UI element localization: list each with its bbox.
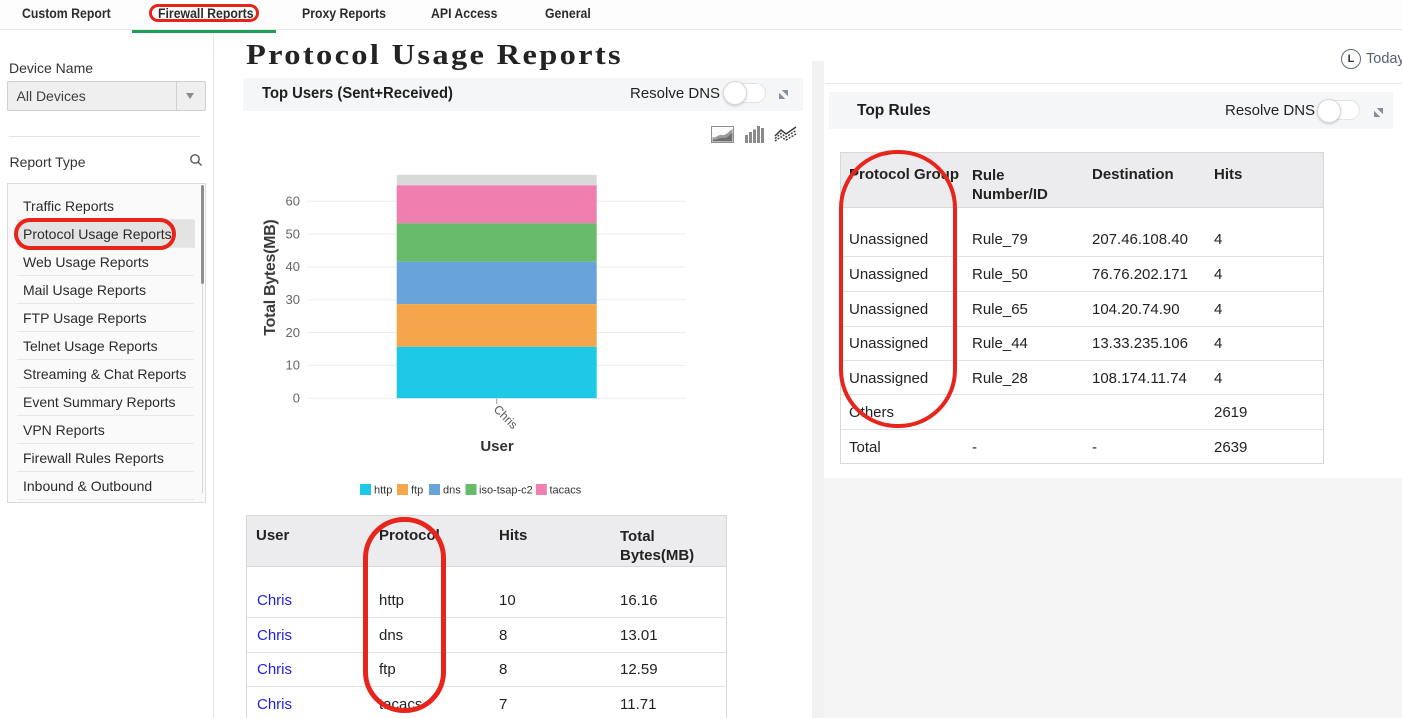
svg-text:tacacs: tacacs (550, 485, 582, 497)
svg-text:40: 40 (286, 259, 300, 274)
svg-text:50: 50 (286, 227, 300, 242)
svg-text:http: http (374, 485, 392, 497)
svg-text:20: 20 (286, 325, 300, 340)
svg-text:60: 60 (286, 194, 300, 209)
svg-text:0: 0 (293, 391, 300, 406)
svg-text:Chris: Chris (491, 402, 521, 432)
svg-text:10: 10 (286, 358, 300, 373)
svg-text:ftp: ftp (411, 485, 423, 497)
svg-text:User: User (480, 438, 514, 455)
svg-text:iso-tsap-c2: iso-tsap-c2 (479, 485, 533, 497)
svg-text:Total Bytes(MB): Total Bytes(MB) (262, 220, 279, 336)
svg-text:dns: dns (443, 485, 461, 497)
svg-text:30: 30 (286, 292, 300, 307)
